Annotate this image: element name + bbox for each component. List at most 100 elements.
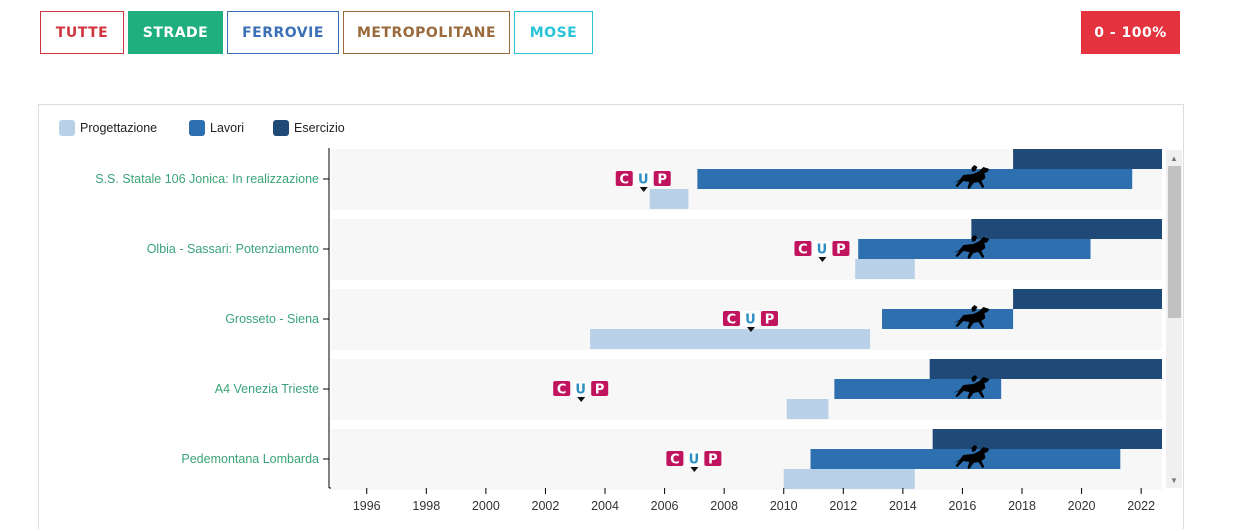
row-label[interactable]: Grosseto - Siena — [225, 312, 319, 326]
horse-rider-icon — [953, 445, 990, 469]
cup-letter: U — [817, 243, 828, 258]
cup-letter: P — [765, 313, 775, 328]
legend-label-progettazione: Progettazione — [80, 121, 158, 135]
cup-letter: C — [557, 383, 567, 398]
horse-rider-shape — [953, 305, 990, 329]
horse-rider-shape — [953, 235, 990, 259]
cup-letter-box — [813, 241, 831, 256]
legend-swatch-esercizio — [273, 120, 289, 136]
filter-metropolitane-button[interactable]: METROPOLITANE — [343, 11, 510, 54]
x-tick-label: 2006 — [650, 499, 679, 513]
cup-pointer-icon — [577, 397, 586, 402]
bar-progettazione — [649, 189, 689, 209]
filter-ferrovie-button[interactable]: FERROVIE — [227, 11, 339, 54]
cup-letter: P — [657, 173, 667, 188]
cup-letter: C — [727, 313, 737, 328]
bar-progettazione — [786, 399, 829, 419]
row-label[interactable]: Olbia - Sassari: Potenziamento — [146, 242, 319, 256]
filter-tutte-button[interactable]: TUTTE — [40, 11, 124, 54]
legend-progettazione: Progettazione — [59, 120, 157, 136]
bar-lavori — [882, 309, 1014, 329]
x-tick-label: 2022 — [1127, 499, 1156, 513]
x-tick-label: 2014 — [888, 499, 917, 513]
scroll-down-icon[interactable]: ▼ — [1170, 475, 1178, 485]
x-tick-label: 2012 — [829, 499, 858, 513]
x-tick-label: 2008 — [710, 499, 739, 513]
cup-letter-box — [832, 241, 850, 256]
cup-letter: C — [670, 453, 680, 468]
cup-pointer-icon — [639, 187, 648, 192]
cup-letter-box — [760, 311, 778, 326]
row-label[interactable]: Pedemontana Lombarda — [181, 452, 319, 466]
horse-rider-icon — [953, 235, 990, 259]
legend-swatch-progettazione — [59, 120, 75, 136]
cup-letter-box — [794, 241, 812, 256]
cup-letter: C — [619, 173, 629, 188]
range-button[interactable]: 0 - 100% — [1081, 11, 1180, 54]
legend-lavori: Lavori — [189, 120, 244, 136]
filter-strade-button[interactable]: STRADE — [128, 11, 223, 54]
cup-letter: U — [575, 383, 586, 398]
row-label[interactable]: S.S. Statale 106 Jonica: In realizzazion… — [95, 172, 319, 186]
horse-rider-icon — [953, 165, 990, 189]
bar-esercizio — [1013, 289, 1162, 309]
bar-lavori — [697, 169, 1133, 189]
cup-letter: C — [798, 243, 808, 258]
horse-rider-icon — [953, 305, 990, 329]
bar-esercizio — [932, 429, 1162, 449]
x-tick-label: 2020 — [1067, 499, 1096, 513]
scrollbar-thumb[interactable] — [1168, 166, 1181, 318]
cup-letter: U — [689, 453, 700, 468]
scroll-up-icon[interactable]: ▲ — [1170, 153, 1178, 163]
cup-letter: U — [638, 173, 649, 188]
cup-letter-box — [653, 171, 671, 186]
bar-esercizio — [1013, 149, 1162, 169]
filter-mose-button[interactable]: MOSE — [514, 11, 593, 54]
legend-label-esercizio: Esercizio — [294, 121, 345, 135]
row-label[interactable]: A4 Venezia Trieste — [214, 382, 319, 396]
cup-letter-box — [615, 171, 633, 186]
cup-letter: P — [708, 453, 718, 468]
x-tick-label: 2002 — [531, 499, 560, 513]
x-tick-label: 1996 — [352, 499, 381, 513]
cup-letter-box — [634, 171, 652, 186]
bar-progettazione — [855, 259, 915, 279]
bar-progettazione — [590, 329, 871, 349]
x-tick-label: 2016 — [948, 499, 977, 513]
cup-letter-box — [685, 451, 703, 466]
cup-letter-box — [572, 381, 590, 396]
cup-pointer-icon — [690, 467, 699, 472]
legend-swatch-lavori — [189, 120, 205, 136]
cup-letter-box — [591, 381, 609, 396]
bar-progettazione — [783, 469, 915, 489]
bar-esercizio — [929, 359, 1162, 379]
cup-letter: P — [595, 383, 605, 398]
cup-pointer-icon — [746, 327, 755, 332]
x-tick-label: 2010 — [769, 499, 798, 513]
cup-letter: P — [836, 243, 846, 258]
cup-letter-box — [553, 381, 571, 396]
horse-rider-icon — [953, 375, 990, 399]
horse-rider-shape — [953, 445, 990, 469]
x-tick-label: 2018 — [1008, 499, 1036, 513]
x-tick-label: 2000 — [471, 499, 500, 513]
legend-esercizio: Esercizio — [273, 120, 345, 136]
cup-letter-box — [722, 311, 740, 326]
cup-letter-box — [666, 451, 684, 466]
cup-letter-box — [704, 451, 722, 466]
x-tick-label: 2004 — [591, 499, 619, 513]
bar-esercizio — [971, 219, 1162, 239]
cup-letter-box — [741, 311, 759, 326]
cup-letter: U — [745, 313, 756, 328]
legend-label-lavori: Lavori — [210, 121, 245, 135]
horse-rider-shape — [953, 165, 990, 189]
x-tick-label: 1998 — [412, 499, 441, 513]
cup-pointer-icon — [818, 257, 827, 262]
horse-rider-shape — [953, 375, 990, 399]
